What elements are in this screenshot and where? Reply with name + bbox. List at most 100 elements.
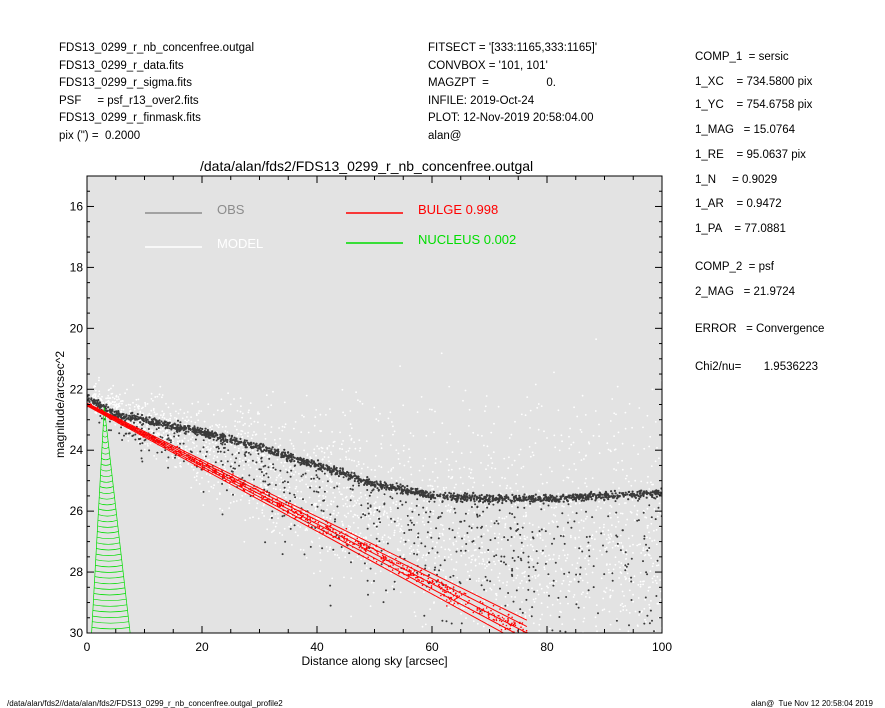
model-point	[305, 501, 307, 503]
obs-point	[470, 527, 473, 529]
model-point	[402, 449, 405, 452]
model-point	[580, 519, 583, 522]
model-point	[430, 527, 432, 530]
model-point	[354, 500, 356, 502]
model-point	[547, 574, 550, 577]
model-point	[446, 458, 448, 460]
model-point	[207, 403, 210, 405]
model-point	[595, 338, 597, 341]
obs-point	[185, 430, 188, 433]
model-point	[450, 553, 452, 556]
obs-point	[544, 562, 547, 565]
model-point	[326, 504, 329, 507]
obs-point	[130, 417, 133, 420]
obs-point	[430, 536, 433, 539]
model-point	[327, 456, 330, 459]
model-point	[228, 507, 231, 509]
model-point	[444, 505, 447, 508]
model-point	[331, 577, 334, 580]
model-point	[342, 548, 345, 550]
model-point	[609, 595, 612, 598]
model-point	[95, 412, 98, 415]
obs-point	[207, 431, 210, 434]
bulge-point	[377, 552, 379, 555]
model-point	[628, 612, 631, 614]
model-point	[583, 617, 586, 620]
obs-point	[556, 498, 559, 501]
obs-point	[204, 436, 207, 438]
obs-point	[562, 535, 565, 538]
nucleus-curve	[97, 525, 118, 528]
obs-point	[646, 614, 649, 617]
model-point	[260, 483, 262, 486]
model-point	[154, 433, 157, 436]
model-point	[584, 568, 587, 570]
model-point	[272, 487, 275, 490]
model-point	[425, 559, 427, 561]
obs-point	[525, 598, 528, 601]
obs-point	[591, 516, 594, 519]
model-point	[387, 417, 390, 420]
model-point	[263, 454, 266, 457]
bulge-point	[453, 602, 456, 605]
model-point	[556, 598, 559, 601]
bulge-point	[430, 586, 433, 589]
bulge-point	[464, 592, 467, 595]
model-point	[529, 427, 531, 429]
model-point	[139, 410, 142, 413]
model-point	[402, 539, 405, 541]
model-point	[290, 472, 293, 475]
obs-point	[377, 489, 380, 492]
model-point	[358, 497, 361, 500]
model-point	[510, 544, 512, 547]
model-point	[644, 516, 646, 518]
obs-point	[433, 568, 436, 571]
model-point	[416, 411, 419, 413]
model-point	[616, 516, 619, 519]
model-point	[127, 440, 130, 442]
obs-point	[512, 497, 516, 500]
model-point	[625, 609, 628, 611]
model-point	[294, 531, 297, 534]
model-point	[288, 486, 291, 489]
obs-point	[416, 498, 419, 501]
model-point	[138, 439, 141, 442]
model-point	[229, 403, 232, 406]
obs-point	[360, 480, 363, 483]
model-point	[447, 469, 450, 472]
obs-point	[614, 495, 617, 498]
model-point	[512, 579, 515, 582]
model-point	[197, 412, 200, 415]
model-point	[163, 412, 165, 415]
model-point	[474, 564, 477, 567]
model-point	[604, 547, 607, 550]
obs-point	[552, 498, 555, 501]
model-point	[470, 529, 473, 532]
obs-point	[584, 496, 588, 499]
model-point	[465, 617, 467, 619]
obs-point	[219, 450, 222, 453]
nucleus-curve	[101, 452, 110, 455]
model-point	[586, 545, 589, 548]
model-point	[622, 550, 624, 553]
model-point	[477, 434, 479, 436]
model-point	[346, 499, 349, 502]
model-point	[632, 444, 635, 447]
obs-point	[527, 588, 530, 591]
model-point	[559, 590, 562, 592]
model-point	[293, 473, 295, 476]
model-point	[443, 488, 445, 491]
model-point	[580, 593, 583, 595]
model-point	[260, 464, 263, 466]
model-point	[595, 604, 598, 606]
obs-point	[131, 414, 134, 417]
model-point	[426, 536, 429, 539]
model-point	[218, 423, 221, 426]
obs-point	[351, 488, 354, 491]
model-point	[626, 474, 628, 477]
model-point	[253, 462, 256, 464]
obs-point	[605, 491, 608, 494]
obs-point	[650, 516, 653, 519]
model-point	[277, 445, 280, 448]
model-point	[501, 476, 503, 479]
